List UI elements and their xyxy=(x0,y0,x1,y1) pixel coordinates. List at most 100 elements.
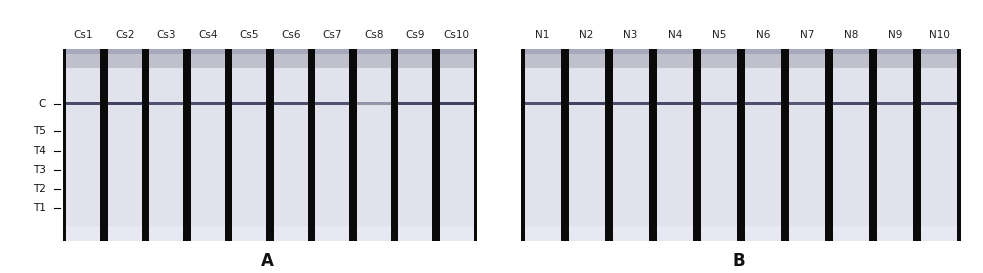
Text: N2: N2 xyxy=(579,30,594,40)
Bar xyxy=(108,49,142,55)
Text: Cs4: Cs4 xyxy=(198,30,217,40)
Bar xyxy=(521,49,961,241)
Bar xyxy=(191,226,225,241)
Bar xyxy=(788,226,825,241)
Bar xyxy=(398,49,433,55)
Bar xyxy=(316,49,349,241)
Bar xyxy=(745,226,781,241)
Bar xyxy=(439,226,474,241)
Bar xyxy=(657,226,693,241)
Bar xyxy=(273,49,308,68)
Text: Cs5: Cs5 xyxy=(240,30,259,40)
Bar xyxy=(398,49,433,241)
Bar xyxy=(316,49,349,55)
Bar xyxy=(108,49,142,241)
Text: Cs8: Cs8 xyxy=(364,30,383,40)
Text: Cs6: Cs6 xyxy=(281,30,301,40)
Bar xyxy=(833,49,869,241)
Bar xyxy=(232,49,266,68)
Bar xyxy=(66,226,100,241)
Text: Cs3: Cs3 xyxy=(156,30,176,40)
Bar xyxy=(66,49,100,68)
Bar xyxy=(63,49,478,241)
Bar xyxy=(612,49,649,68)
Text: Cs9: Cs9 xyxy=(405,30,425,40)
Bar xyxy=(525,49,560,68)
Bar xyxy=(525,226,560,241)
Bar xyxy=(357,102,390,105)
Bar xyxy=(439,49,474,55)
Text: T4: T4 xyxy=(32,146,45,156)
Text: T1: T1 xyxy=(32,203,45,213)
Bar xyxy=(357,49,390,55)
Bar xyxy=(745,49,781,68)
Bar xyxy=(657,102,693,105)
Bar xyxy=(833,49,869,55)
Bar xyxy=(149,102,183,105)
Bar xyxy=(921,226,957,241)
Bar xyxy=(612,102,649,105)
Bar xyxy=(108,49,142,68)
Bar xyxy=(191,102,225,105)
Text: N1: N1 xyxy=(536,30,549,40)
Text: T2: T2 xyxy=(32,184,45,194)
Bar xyxy=(357,49,390,241)
Text: N8: N8 xyxy=(843,30,858,40)
Bar xyxy=(921,49,957,68)
Bar xyxy=(108,226,142,241)
Bar xyxy=(232,49,266,55)
Bar xyxy=(439,102,474,105)
Bar xyxy=(273,226,308,241)
Bar xyxy=(877,102,913,105)
Bar xyxy=(149,226,183,241)
Bar xyxy=(149,49,183,68)
Bar xyxy=(525,49,560,241)
Bar xyxy=(921,102,957,105)
Bar xyxy=(745,102,781,105)
Text: C: C xyxy=(38,99,45,109)
Bar xyxy=(921,49,957,55)
Bar xyxy=(357,49,390,68)
Text: T5: T5 xyxy=(32,126,45,136)
Text: N3: N3 xyxy=(623,30,638,40)
Bar xyxy=(273,49,308,241)
Bar xyxy=(273,49,308,55)
Bar xyxy=(833,102,869,105)
Bar xyxy=(701,49,737,55)
Bar xyxy=(191,49,225,68)
Bar xyxy=(877,49,913,55)
Bar xyxy=(66,102,100,105)
Bar xyxy=(612,49,649,241)
Bar xyxy=(232,102,266,105)
Text: N10: N10 xyxy=(929,30,950,40)
Bar xyxy=(612,49,649,55)
Bar xyxy=(877,49,913,68)
Bar xyxy=(568,49,605,68)
Bar xyxy=(525,102,560,105)
Text: A: A xyxy=(260,252,274,270)
Bar xyxy=(357,226,390,241)
Bar xyxy=(568,226,605,241)
Bar xyxy=(833,226,869,241)
Bar xyxy=(439,49,474,241)
Text: Cs1: Cs1 xyxy=(74,30,93,40)
Bar xyxy=(745,49,781,55)
Bar xyxy=(66,49,100,241)
Bar xyxy=(66,49,100,55)
Bar xyxy=(657,49,693,55)
Bar xyxy=(568,102,605,105)
Text: Cs10: Cs10 xyxy=(443,30,470,40)
Bar xyxy=(316,49,349,68)
Bar xyxy=(877,226,913,241)
Bar xyxy=(701,226,737,241)
Text: N7: N7 xyxy=(800,30,814,40)
Text: N4: N4 xyxy=(667,30,682,40)
Bar xyxy=(657,49,693,241)
Bar xyxy=(149,49,183,241)
Bar xyxy=(788,49,825,55)
Bar xyxy=(657,49,693,68)
Bar xyxy=(745,49,781,241)
Bar xyxy=(612,226,649,241)
Bar xyxy=(439,49,474,68)
Bar xyxy=(398,102,433,105)
